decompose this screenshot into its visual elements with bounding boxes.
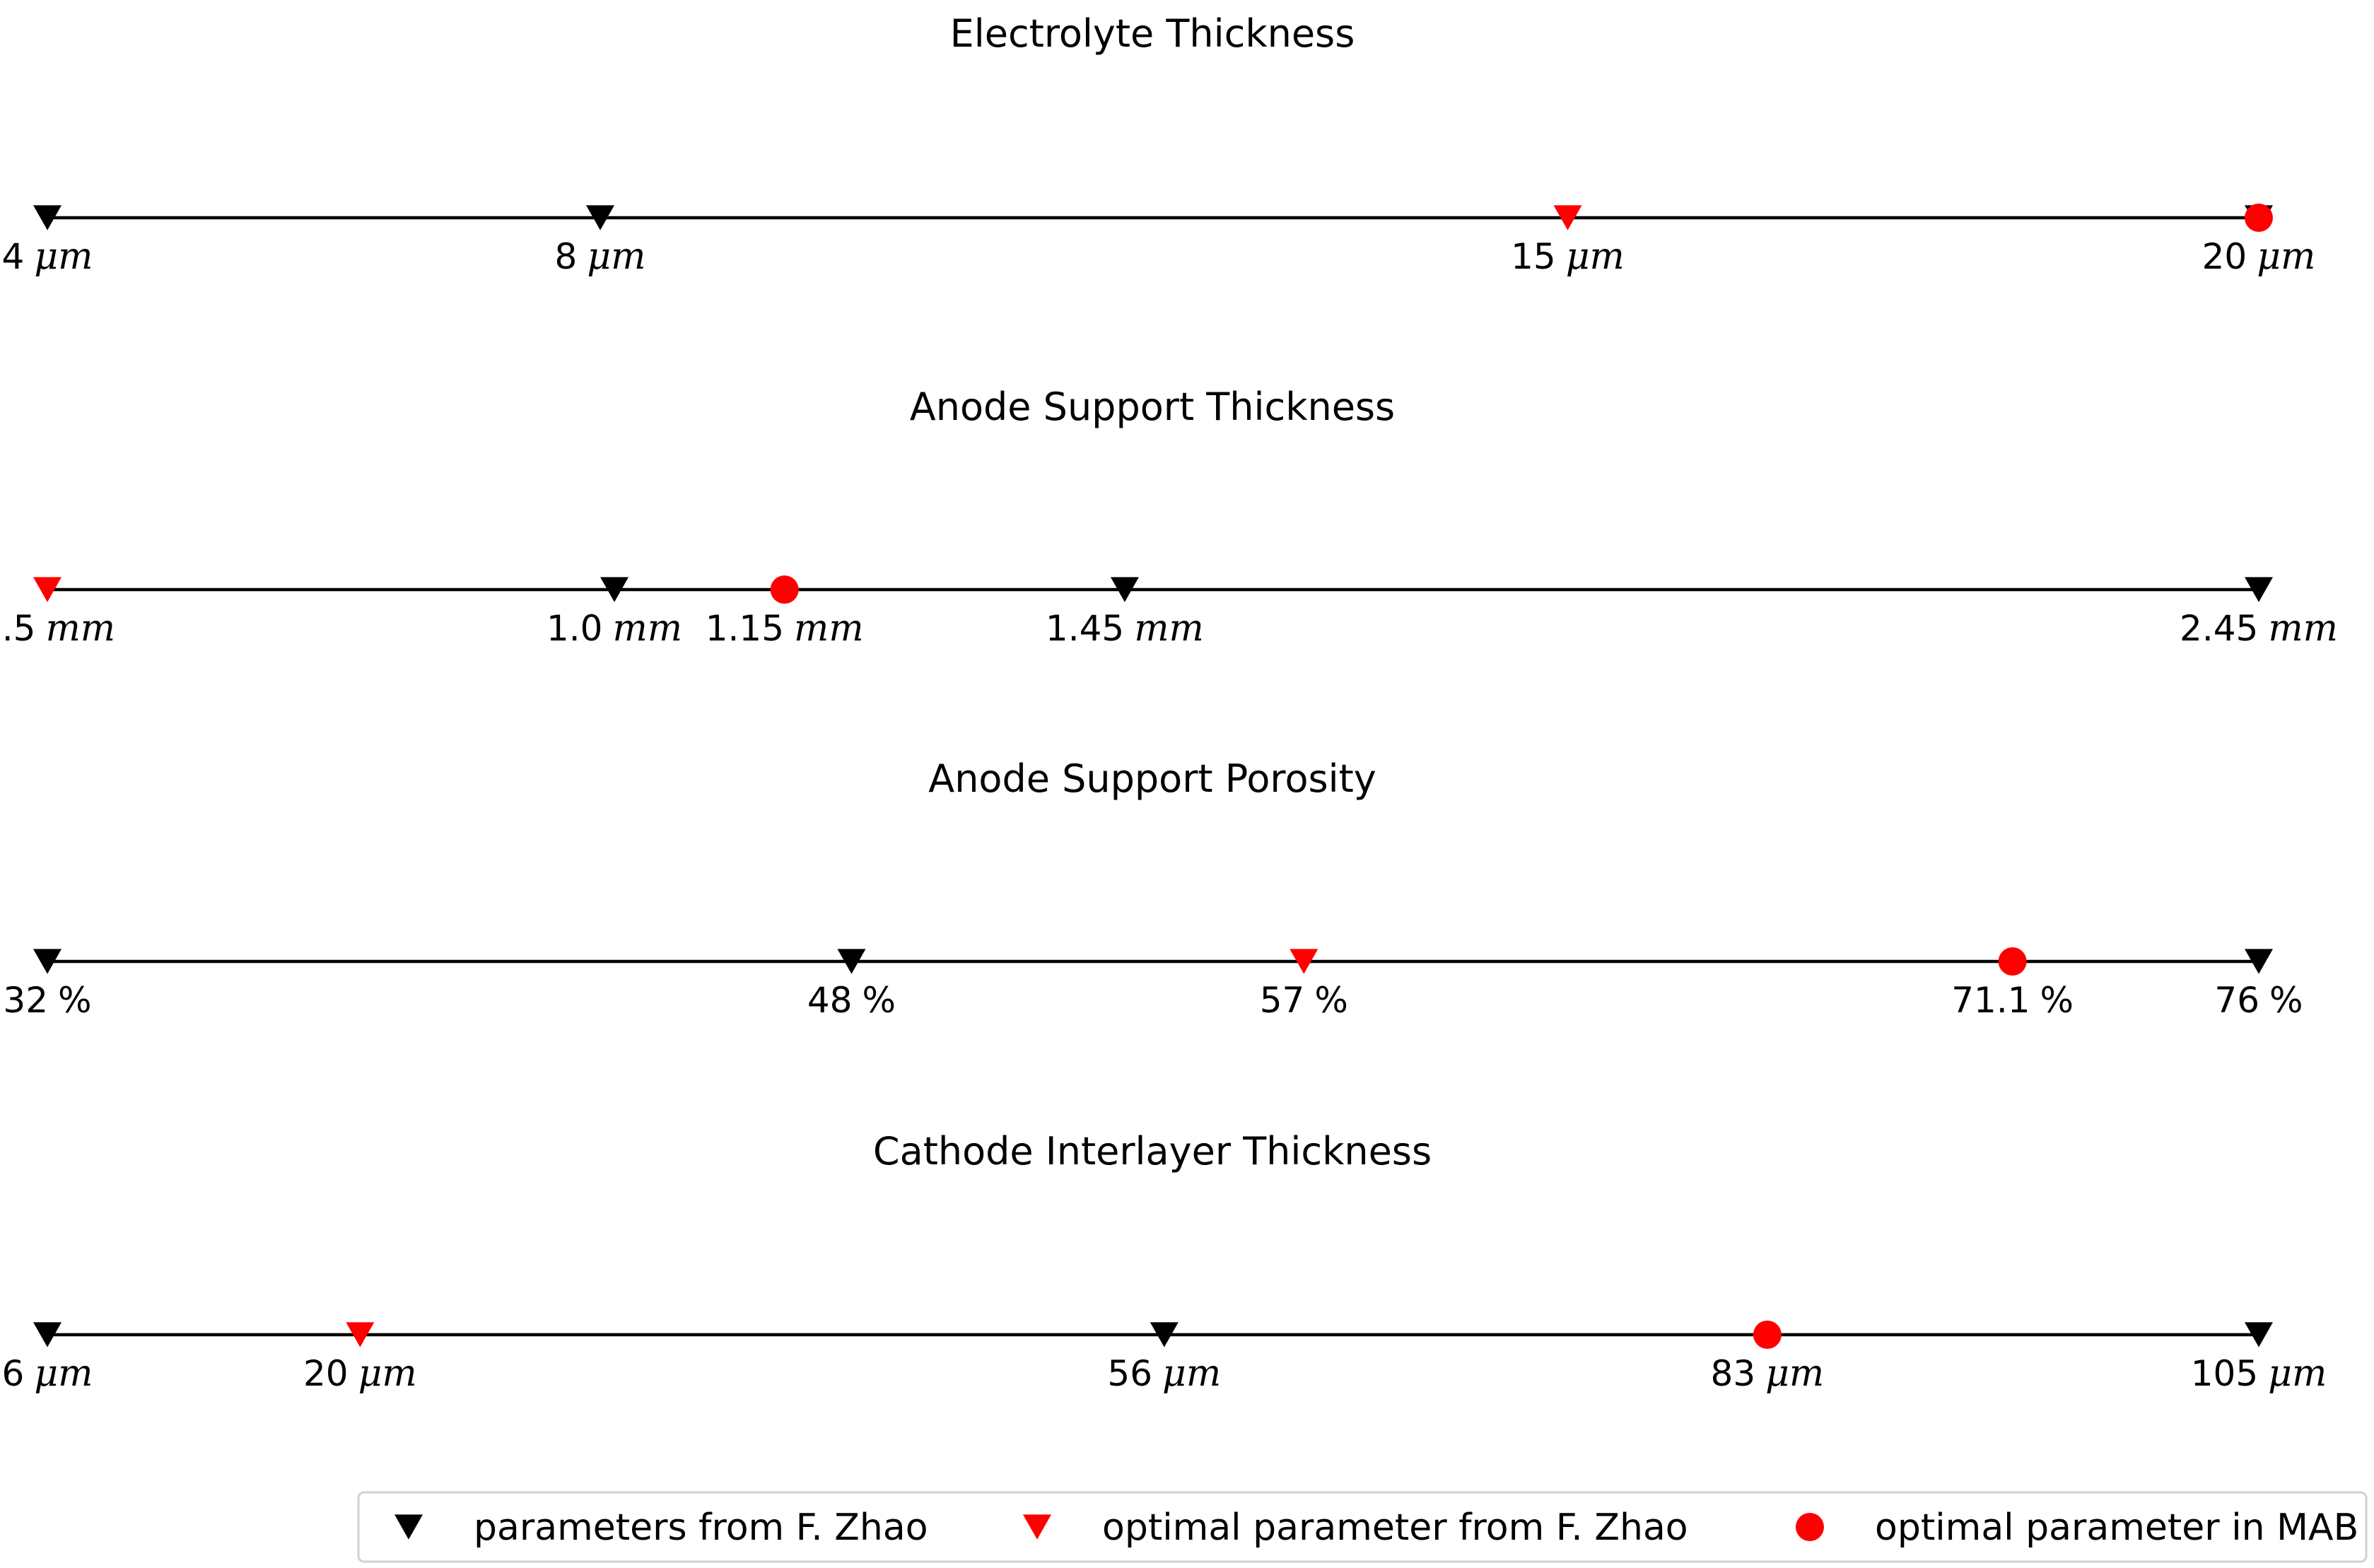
tick-value: 48 xyxy=(807,980,853,1021)
paper-parameter-marker xyxy=(33,205,62,230)
tick-label: 76% xyxy=(2214,980,2303,1021)
paper-parameter-marker xyxy=(33,1322,62,1347)
tick-unit: μm xyxy=(1765,1352,1824,1395)
tick-unit: μm xyxy=(34,235,93,278)
tick-unit: % xyxy=(58,980,92,1021)
tick-value: 6 xyxy=(2,1353,25,1394)
panel-title: Anode Support Porosity xyxy=(928,756,1376,801)
paper-parameter-marker xyxy=(2245,949,2273,974)
tick-value: 57 xyxy=(1260,980,1305,1021)
paper-parameter-marker xyxy=(33,949,62,974)
tick-label: 4 μm xyxy=(2,235,93,278)
tick-label: 6 μm xyxy=(2,1352,93,1395)
paper-parameter-marker xyxy=(837,949,866,974)
paper-optimal-marker xyxy=(1023,1514,1051,1540)
tick-unit: μm xyxy=(587,235,645,278)
tick-value: 105 xyxy=(2191,1353,2258,1394)
tick-label: 1.0 mm xyxy=(546,607,682,650)
tick-unit: μm xyxy=(1566,235,1625,278)
paper-parameter-marker xyxy=(394,1514,423,1540)
paper-optimal-marker xyxy=(33,577,62,602)
legend-frame xyxy=(357,1491,2368,1563)
legend-item: optimal parameter from F. Zhao xyxy=(1023,1506,1688,1549)
mab-optimal-marker xyxy=(1998,947,2027,976)
tick-label: 105 μm xyxy=(2191,1352,2327,1395)
tick-value: 56 xyxy=(1107,1353,1152,1394)
tick-value: 76 xyxy=(2214,980,2259,1021)
paper-parameter-marker xyxy=(2245,577,2273,602)
tick-unit: μm xyxy=(2268,1352,2327,1395)
tick-value: 0.5 xyxy=(0,608,35,649)
tick-value: 1.45 xyxy=(1046,608,1124,649)
tick-unit: mm xyxy=(2268,607,2338,650)
paper-optimal-marker xyxy=(1553,205,1582,230)
tick-label: 57% xyxy=(1260,980,1348,1021)
tick-value: 20 xyxy=(303,1353,349,1394)
tick-unit: % xyxy=(863,980,896,1021)
tick-value: 4 xyxy=(2,236,25,277)
tick-label: 0.5 mm xyxy=(0,607,115,650)
panel-title: Cathode Interlayer Thickness xyxy=(873,1129,1432,1174)
panel: Anode Support Thickness0.5mm1.0mm1.15mm1… xyxy=(0,385,2338,650)
tick-label: 1.15 mm xyxy=(706,607,864,650)
tick-unit: μm xyxy=(2257,235,2315,278)
tick-label: 20 μm xyxy=(303,1352,417,1395)
tick-label: 71.1% xyxy=(1951,980,2074,1021)
legend-item: parameters from F. Zhao xyxy=(394,1506,928,1549)
mab-optimal-marker xyxy=(1753,1321,1782,1349)
tick-label: 1.45 mm xyxy=(1046,607,1204,650)
mab-optimal-marker xyxy=(770,575,799,604)
tick-label: 48% xyxy=(807,980,896,1021)
tick-unit: % xyxy=(1314,980,1348,1021)
tick-value: 15 xyxy=(1511,236,1556,277)
tick-label: 15 μm xyxy=(1511,235,1625,278)
legend-label: optimal parameter in MAB xyxy=(1875,1506,2358,1549)
tick-value: 1.15 xyxy=(706,608,784,649)
tick-unit: μm xyxy=(358,1352,417,1395)
paper-parameter-marker xyxy=(2245,1322,2273,1347)
tick-unit: % xyxy=(2269,980,2303,1021)
paper-parameter-marker xyxy=(1110,577,1139,602)
paper-parameter-marker xyxy=(600,577,629,602)
tick-unit: mm xyxy=(1134,607,1204,650)
tick-unit: μm xyxy=(34,1352,93,1395)
tick-unit: μm xyxy=(1162,1352,1221,1395)
tick-unit: mm xyxy=(613,607,683,650)
mab-optimal-marker xyxy=(2245,204,2273,232)
tick-label: 56 μm xyxy=(1107,1352,1221,1395)
tick-label: 32% xyxy=(3,980,91,1021)
paper-parameter-marker xyxy=(586,205,614,230)
tick-label: 20 μm xyxy=(2202,235,2316,278)
panel-title: Anode Support Thickness xyxy=(910,385,1395,429)
legend-label: parameters from F. Zhao xyxy=(474,1506,928,1549)
tick-value: 2.45 xyxy=(2180,608,2258,649)
tick-unit: % xyxy=(2040,980,2074,1021)
tick-value: 1.0 xyxy=(546,608,603,649)
tick-value: 32 xyxy=(3,980,48,1021)
legend: parameters from F. Zhao optimal parameter… xyxy=(357,1491,2368,1563)
tick-label: 83 μm xyxy=(1711,1352,1825,1395)
mab-optimal-marker xyxy=(1796,1513,1824,1541)
tick-unit: mm xyxy=(794,607,864,650)
paper-optimal-marker xyxy=(346,1322,375,1347)
paper-optimal-marker xyxy=(1290,949,1318,974)
tick-value: 83 xyxy=(1711,1353,1756,1394)
tick-unit: mm xyxy=(45,607,115,650)
legend-item: optimal parameter in MAB xyxy=(1796,1506,2358,1549)
tick-value: 20 xyxy=(2202,236,2247,277)
tick-label: 2.45 mm xyxy=(2180,607,2338,650)
tick-label: 8 μm xyxy=(555,235,646,278)
legend-label: optimal parameter from F. Zhao xyxy=(1102,1506,1688,1549)
paper-parameter-marker xyxy=(1150,1322,1179,1347)
panel-title: Electrolyte Thickness xyxy=(950,11,1355,56)
tick-value: 71.1 xyxy=(1951,980,2030,1021)
tick-value: 8 xyxy=(555,236,578,277)
